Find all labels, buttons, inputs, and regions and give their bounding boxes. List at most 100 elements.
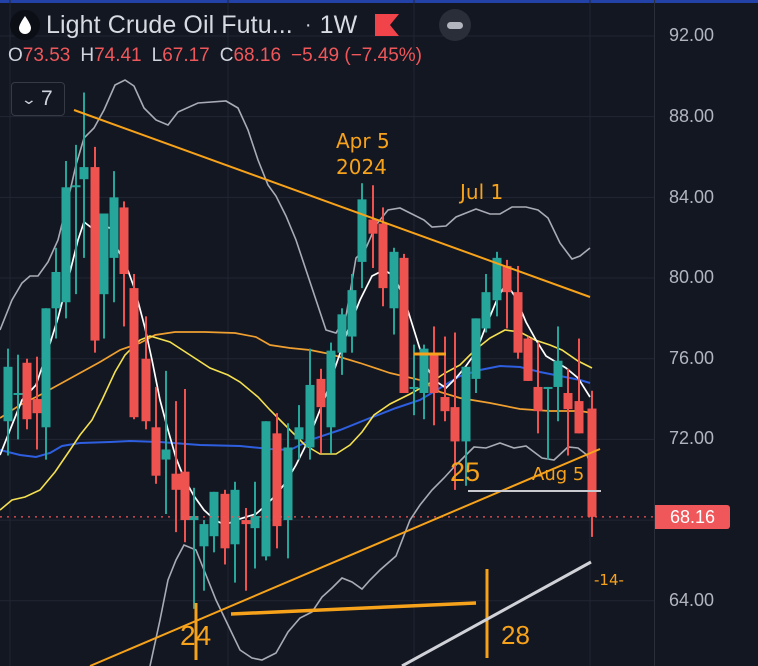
- symbol-title[interactable]: Light Crude Oil Futu...: [46, 10, 293, 39]
- candle-up: [261, 421, 271, 557]
- candle-up: [389, 251, 399, 309]
- annotation-apr5: Apr 5: [336, 129, 390, 153]
- candle-down: [429, 354, 439, 394]
- annotation-25: 25: [450, 457, 481, 487]
- price-chart[interactable]: [0, 0, 654, 666]
- change-value: −5.49 (−7.45%): [291, 45, 422, 66]
- resistance-trendline: [73, 109, 591, 298]
- open-value: 73.53: [22, 45, 71, 66]
- candle-down: [90, 167, 100, 341]
- candle-down: [129, 288, 139, 418]
- close-label: C: [219, 45, 234, 66]
- candle-down: [399, 257, 409, 394]
- collapse-button[interactable]: [439, 9, 472, 41]
- annotation-28: 28: [501, 620, 530, 650]
- candle-up: [189, 516, 199, 521]
- annotation-14: -14-: [594, 571, 624, 589]
- candle-down: [513, 292, 523, 353]
- candle-up: [461, 366, 471, 442]
- candle-down: [378, 223, 388, 289]
- open-label: O: [8, 45, 23, 66]
- candle-up: [61, 187, 71, 303]
- candle-up: [419, 348, 429, 394]
- high-label: H: [80, 45, 95, 66]
- candle-up: [41, 308, 51, 428]
- tick-80: 80.00: [669, 267, 715, 287]
- candle-down: [141, 358, 151, 422]
- top-accent-bar: [0, 0, 758, 3]
- candle-up: [13, 393, 23, 396]
- tick-76: 76.00: [669, 348, 715, 368]
- bollinger-lower: [149, 442, 593, 666]
- candle-up: [199, 524, 209, 547]
- close-value: 68.16: [233, 45, 282, 66]
- candle-up: [347, 290, 357, 337]
- candle-down: [171, 473, 181, 490]
- candle-down: [502, 265, 512, 293]
- candle-down: [368, 219, 378, 234]
- tick-88: 88.00: [669, 106, 715, 126]
- high-value: 74.41: [94, 45, 142, 66]
- last-price-label: 68.16: [655, 505, 730, 529]
- candle-down: [533, 386, 543, 412]
- candle-down: [151, 427, 161, 476]
- annotation-jul1: Jul 1: [460, 180, 504, 204]
- candle-up: [109, 197, 119, 258]
- candle-up: [3, 366, 13, 422]
- tick-64: 64.00: [669, 590, 715, 610]
- price-axis[interactable]: 92.00 88.00 84.00 80.00 76.00 72.00 64.0…: [654, 0, 758, 666]
- candle-down: [316, 378, 326, 408]
- candle-up: [209, 491, 219, 537]
- flag-icon[interactable]: [375, 14, 400, 36]
- candle-up: [294, 427, 304, 440]
- candle-up: [553, 360, 563, 387]
- candle-down: [523, 338, 533, 381]
- candle-down: [450, 407, 460, 442]
- candle-down: [241, 520, 251, 525]
- candle-up: [409, 386, 419, 389]
- annotation-aug5: Aug 5: [532, 464, 585, 485]
- ma-orange: [0, 331, 593, 419]
- drop-icon: [10, 10, 40, 40]
- candle-down: [272, 433, 282, 527]
- indicators-toggle-button[interactable]: ⌄ 7: [11, 82, 65, 116]
- support-trendline: [89, 448, 601, 666]
- candle-up: [305, 384, 315, 448]
- candle-up: [471, 318, 481, 379]
- candle-up: [250, 516, 260, 529]
- chevron-down-icon: ⌄: [20, 90, 38, 107]
- tick-72: 72.00: [669, 428, 715, 448]
- candle-up: [326, 350, 336, 428]
- tick-92: 92.00: [669, 25, 715, 45]
- candle-down: [220, 493, 230, 549]
- candle-up: [337, 314, 347, 353]
- symbol-header[interactable]: Light Crude Oil Futu... · 1W: [10, 8, 472, 42]
- annotation-24: 24: [180, 620, 212, 651]
- candle-down: [440, 397, 450, 412]
- interval-label[interactable]: 1W: [319, 10, 358, 39]
- candle-up: [161, 449, 171, 460]
- annotation-2024: 2024: [336, 155, 387, 179]
- candle-up: [492, 257, 502, 301]
- candle-down: [574, 401, 584, 434]
- low-label: L: [151, 45, 163, 66]
- candle-up: [230, 489, 240, 545]
- candle-down: [180, 471, 190, 521]
- indicator-count: 7: [41, 87, 53, 110]
- candle-up: [357, 199, 367, 262]
- candle-up: [481, 292, 491, 329]
- candle-up: [543, 386, 553, 389]
- candle-down: [32, 399, 42, 414]
- candle-down: [119, 207, 129, 275]
- ohlc-values: O 73.53 H 74.41 L 67.17 C 68.16 −5.49 (−…: [8, 42, 471, 70]
- ma-yellow: [0, 329, 593, 511]
- candle-up: [71, 185, 81, 188]
- candle-up: [283, 447, 293, 521]
- low-value: 67.17: [162, 45, 210, 66]
- candle-up: [99, 213, 109, 295]
- candle-down: [563, 393, 573, 410]
- candle-up: [79, 167, 89, 180]
- separator: ·: [304, 13, 312, 36]
- candle-down: [22, 362, 32, 420]
- minus-icon: [447, 21, 464, 29]
